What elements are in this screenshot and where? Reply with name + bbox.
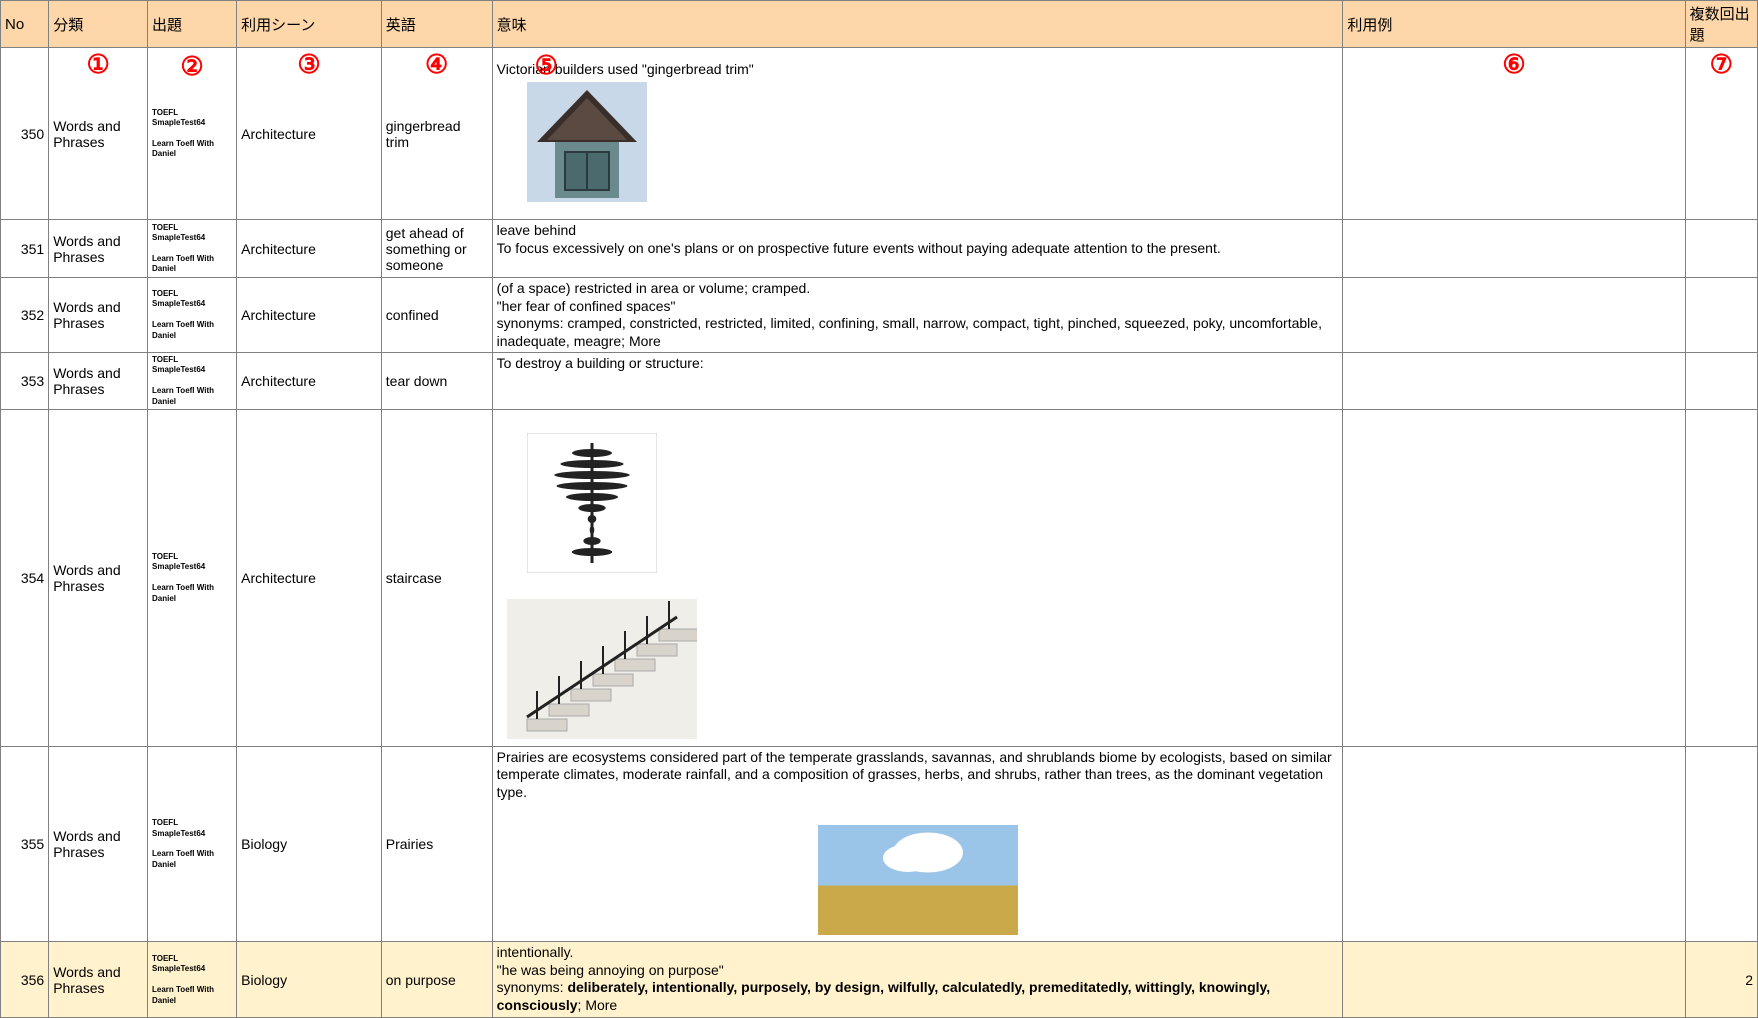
cell-scene: Architecture xyxy=(237,409,382,746)
circled-number: ② xyxy=(180,50,203,84)
cell-meaning: leave behind To focus excessively on one… xyxy=(492,220,1343,278)
header-row: No 分類 出題 利用シーン 英語 意味 利用例 複数回出題 xyxy=(1,1,1758,48)
cell-repeat xyxy=(1685,409,1757,746)
cell-english: gingerbread trim④ xyxy=(381,48,492,220)
cell-category: Words and Phrases xyxy=(49,220,148,278)
cell-no: 353 xyxy=(1,353,49,410)
cell-no: 351 xyxy=(1,220,49,278)
cell-english: get ahead of something or someone xyxy=(381,220,492,278)
cell-meaning: intentionally. "he was being annoying on… xyxy=(492,942,1343,1018)
cell-category: Words and Phrases xyxy=(49,353,148,410)
cell-category: Words and Phrases① xyxy=(49,48,148,220)
circled-number: ① xyxy=(86,50,109,80)
cell-example xyxy=(1343,409,1685,746)
circled-number: ④ xyxy=(425,50,448,80)
cell-no: 355 xyxy=(1,746,49,942)
cell-example xyxy=(1343,942,1685,1018)
table-row: 355Words and PhrasesTOEFL SmapleTest64 L… xyxy=(1,746,1758,942)
vocab-table: No 分類 出題 利用シーン 英語 意味 利用例 複数回出題 350Words … xyxy=(0,0,1758,1018)
cell-english: Prairies xyxy=(381,746,492,942)
cell-english: tear down xyxy=(381,353,492,410)
cell-english: confined xyxy=(381,278,492,353)
cell-source: TOEFL SmapleTest64 Learn Toefl With Dani… xyxy=(148,278,237,353)
circled-number: ⑦ xyxy=(1710,50,1733,80)
prairie-image xyxy=(818,825,1018,935)
cell-scene: Architecture xyxy=(237,278,382,353)
cell-repeat xyxy=(1685,278,1757,353)
cell-repeat xyxy=(1685,746,1757,942)
header-scn: 利用シーン xyxy=(237,1,382,48)
table-row: 352Words and PhrasesTOEFL SmapleTest64 L… xyxy=(1,278,1758,353)
gingerbread-house-image xyxy=(527,82,647,202)
cell-source: TOEFL SmapleTest64 Learn Toefl With Dani… xyxy=(148,942,237,1018)
circled-number: ⑥ xyxy=(1502,50,1525,80)
cell-category: Words and Phrases xyxy=(49,942,148,1018)
header-rep: 複数回出題 xyxy=(1685,1,1757,48)
cell-no: 356 xyxy=(1,942,49,1018)
header-eng: 英語 xyxy=(381,1,492,48)
header-cat: 分類 xyxy=(49,1,148,48)
header-no: No xyxy=(1,1,49,48)
cell-meaning xyxy=(492,409,1343,746)
circled-number: ③ xyxy=(297,50,320,80)
header-ex: 利用例 xyxy=(1343,1,1685,48)
cell-meaning: Prairies are ecosystems considered part … xyxy=(492,746,1343,942)
cell-english: on purpose xyxy=(381,942,492,1018)
cell-scene: Architecture③ xyxy=(237,48,382,220)
cell-example xyxy=(1343,220,1685,278)
header-src: 出題 xyxy=(148,1,237,48)
cell-scene: Architecture xyxy=(237,220,382,278)
cell-category: Words and Phrases xyxy=(49,278,148,353)
straight-staircase-image xyxy=(507,599,697,739)
cell-source: TOEFL SmapleTest64 Learn Toefl With Dani… xyxy=(148,220,237,278)
spiral-staircase-image xyxy=(527,433,657,573)
cell-example xyxy=(1343,746,1685,942)
table-row: 350Words and Phrases①TOEFL SmapleTest64 … xyxy=(1,48,1758,220)
cell-category: Words and Phrases xyxy=(49,409,148,746)
cell-category: Words and Phrases xyxy=(49,746,148,942)
cell-no: 352 xyxy=(1,278,49,353)
cell-repeat xyxy=(1685,353,1757,410)
cell-repeat xyxy=(1685,220,1757,278)
cell-no: 354 xyxy=(1,409,49,746)
cell-repeat: ⑦ xyxy=(1685,48,1757,220)
cell-example: ⑥ xyxy=(1343,48,1685,220)
cell-meaning: (of a space) restricted in area or volum… xyxy=(492,278,1343,353)
cell-english: staircase xyxy=(381,409,492,746)
cell-source: TOEFL SmapleTest64 Learn Toefl With Dani… xyxy=(148,746,237,942)
cell-example xyxy=(1343,278,1685,353)
cell-example xyxy=(1343,353,1685,410)
cell-source: TOEFL SmapleTest64 Learn Toefl With Dani… xyxy=(148,353,237,410)
cell-source: TOEFL SmapleTest64 Learn Toefl With Dani… xyxy=(148,48,237,220)
cell-no: 350 xyxy=(1,48,49,220)
cell-meaning: To destroy a building or structure: xyxy=(492,353,1343,410)
header-mean: 意味 xyxy=(492,1,1343,48)
cell-scene: Biology xyxy=(237,942,382,1018)
cell-source: TOEFL SmapleTest64 Learn Toefl With Dani… xyxy=(148,409,237,746)
table-row: 354Words and PhrasesTOEFL SmapleTest64 L… xyxy=(1,409,1758,746)
cell-scene: Biology xyxy=(237,746,382,942)
circled-number: ⑤ xyxy=(535,50,558,83)
table-row: 351Words and PhrasesTOEFL SmapleTest64 L… xyxy=(1,220,1758,278)
cell-meaning: Victorian builders used "gingerbread tri… xyxy=(492,48,1343,220)
table-row: 356Words and PhrasesTOEFL SmapleTest64 L… xyxy=(1,942,1758,1018)
table-row: 353Words and PhrasesTOEFL SmapleTest64 L… xyxy=(1,353,1758,410)
cell-repeat: 2 xyxy=(1685,942,1757,1018)
cell-scene: Architecture xyxy=(237,353,382,410)
